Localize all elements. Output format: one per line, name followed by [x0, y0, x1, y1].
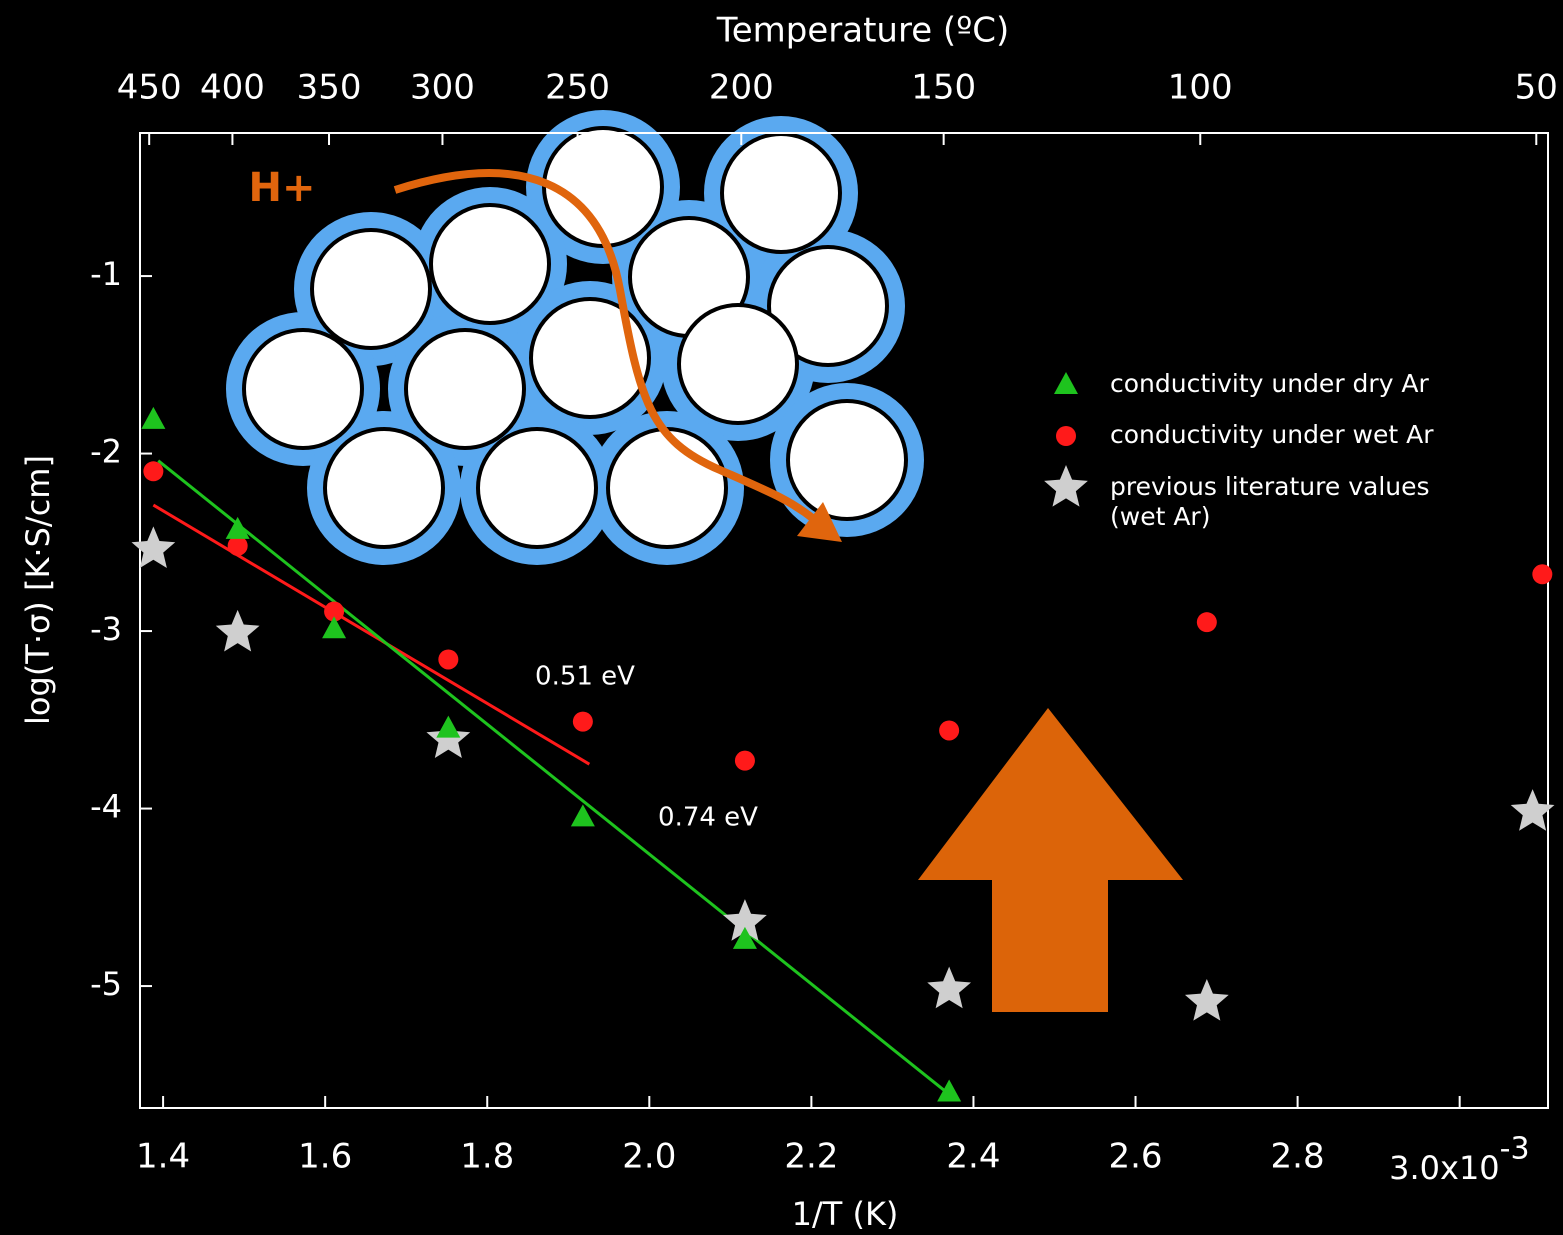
marker-star	[216, 610, 260, 652]
x2-tick-label: 200	[709, 68, 774, 108]
annotation: 0.51 eV	[535, 662, 635, 692]
marker-star	[1185, 979, 1229, 1021]
y-tick-label: -2	[90, 433, 122, 471]
marker-triangle	[436, 716, 460, 738]
x2-axis-label: Temperature (ºC)	[716, 11, 1009, 51]
x2-tick-label: 300	[410, 68, 475, 108]
marker-triangle	[322, 616, 346, 638]
marker-circle	[939, 720, 959, 740]
marker-triangle	[226, 517, 250, 539]
x-tick-label: 2.0	[622, 1137, 676, 1177]
y-tick-label: -3	[90, 610, 122, 648]
y-axis-label: log(T·σ) [K·S/cm]	[19, 455, 57, 725]
x-tick-label: 2.2	[784, 1137, 838, 1177]
y-tick-label: -4	[90, 788, 122, 826]
x2-tick-label: 50	[1515, 68, 1558, 108]
y-tick-label: -1	[90, 255, 122, 293]
marker-triangle	[1054, 372, 1078, 394]
x2-tick-label: 250	[545, 68, 610, 108]
chart: 1/T (K) Temperature (ºC) log(T·σ) [K·S/c…	[0, 0, 1563, 1235]
big-arrow	[918, 708, 1183, 1012]
x2-tick-label: 100	[1168, 68, 1233, 108]
x2-tick-label: 150	[911, 68, 976, 108]
marker-circle	[438, 649, 458, 669]
marker-star	[927, 967, 971, 1009]
marker-triangle	[937, 1080, 961, 1102]
x-tick-label: 2.6	[1108, 1137, 1162, 1177]
x-tick-label: 1.4	[136, 1137, 190, 1177]
inset-label: H+	[249, 165, 316, 211]
x2-tick-label: 400	[200, 68, 265, 108]
x-tick-label: 2.4	[946, 1137, 1000, 1177]
x-tick-label: 1.8	[460, 1137, 514, 1177]
marker-circle	[1056, 426, 1076, 446]
x2-tick-label: 450	[117, 68, 182, 108]
x-tick-exponent: -3	[1500, 1132, 1530, 1167]
legend-label: conductivity under wet Ar	[1110, 420, 1460, 450]
y-tick-label: -5	[90, 965, 122, 1003]
marker-triangle	[141, 407, 165, 429]
marker-star	[1044, 465, 1088, 507]
x-tick-label: 2.8	[1271, 1137, 1325, 1177]
legend-label: conductivity under dry Ar	[1110, 369, 1460, 399]
annotation: 0.74 eV	[658, 803, 758, 833]
page: 1/T (K) Temperature (ºC) log(T·σ) [K·S/c…	[0, 0, 1563, 1235]
marker-circle	[1197, 612, 1217, 632]
marker-circle	[735, 751, 755, 771]
legend-label: previous literature values (wet Ar)	[1110, 472, 1460, 532]
marker-circle	[573, 712, 593, 732]
x-tick-label: 1.6	[298, 1137, 352, 1177]
inset-diagram	[226, 110, 924, 565]
x-axis-label: 1/T (K)	[792, 1195, 899, 1233]
x2-tick-label: 350	[297, 68, 362, 108]
marker-circle	[143, 461, 163, 481]
marker-circle	[1532, 564, 1552, 584]
x-tick-label: 3.0x10	[1389, 1149, 1500, 1187]
marker-star	[131, 526, 175, 568]
